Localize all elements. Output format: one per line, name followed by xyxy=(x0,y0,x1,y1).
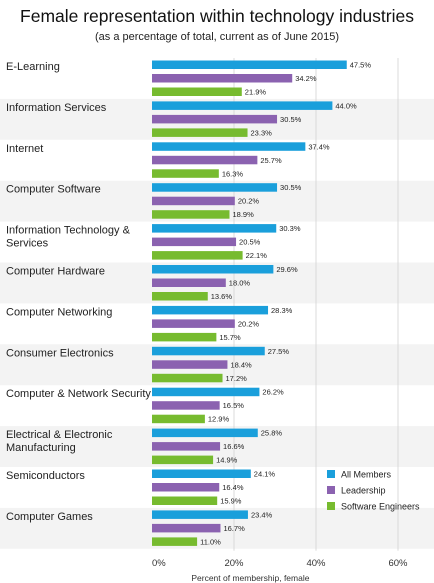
bar xyxy=(152,74,293,83)
bar xyxy=(152,305,269,315)
category-label: Computer & Network Security xyxy=(6,388,151,400)
data-label: 15.9% xyxy=(220,497,242,506)
bar xyxy=(152,251,243,260)
legend-swatch xyxy=(327,502,335,510)
category-label: Computer Hardware xyxy=(6,266,105,278)
bar xyxy=(152,346,265,356)
data-label: 23.3% xyxy=(251,128,273,137)
bar xyxy=(152,537,198,546)
bar xyxy=(152,414,205,424)
data-label: 23.4% xyxy=(251,510,273,519)
category-label: Electrical & Electronic Manufacturing xyxy=(6,429,113,454)
bar xyxy=(152,169,219,178)
x-tick-label: 20% xyxy=(224,558,244,569)
data-label: 47.5% xyxy=(350,61,372,70)
data-label: 44.0% xyxy=(335,101,357,110)
bar xyxy=(152,496,218,505)
data-label: 30.5% xyxy=(280,115,302,124)
bar xyxy=(152,483,220,492)
data-label: 27.5% xyxy=(268,347,290,356)
data-label: 18.0% xyxy=(229,279,251,288)
x-tick-label: 0% xyxy=(152,558,166,569)
data-label: 14.9% xyxy=(216,456,238,465)
data-label: 34.2% xyxy=(295,74,317,83)
data-label: 29.6% xyxy=(276,265,298,274)
bar xyxy=(152,292,208,301)
bar xyxy=(152,373,223,383)
data-label: 20.2% xyxy=(238,319,260,328)
data-label: 16.5% xyxy=(223,401,245,410)
data-label: 25.7% xyxy=(260,156,282,165)
data-label: 20.2% xyxy=(238,197,260,206)
data-label: 16.7% xyxy=(223,524,245,533)
legend-swatch xyxy=(327,470,335,478)
category-label: Information Technology & Services xyxy=(6,225,131,250)
bar xyxy=(152,237,237,247)
chart-title: Female representation within technology … xyxy=(20,6,414,26)
bar xyxy=(152,278,226,287)
bar xyxy=(152,128,248,137)
category-label: Computer Games xyxy=(6,511,93,523)
bar xyxy=(152,469,251,478)
data-label: 25.8% xyxy=(261,429,283,438)
bar xyxy=(152,155,258,165)
data-label: 13.6% xyxy=(211,292,233,301)
data-label: 18.4% xyxy=(230,360,252,369)
bar xyxy=(152,101,333,110)
bar xyxy=(152,523,221,533)
bar xyxy=(152,210,230,219)
data-label: 18.9% xyxy=(232,210,254,219)
category-label: Computer Networking xyxy=(6,306,112,318)
bar xyxy=(152,60,347,69)
legend-label: Software Engineers xyxy=(341,502,420,512)
data-label: 30.5% xyxy=(280,183,302,192)
category-label: Computer Software xyxy=(6,184,101,196)
bar xyxy=(152,455,214,465)
x-tick-label: 60% xyxy=(388,558,408,569)
data-label: 20.5% xyxy=(239,238,261,247)
legend-label: All Members xyxy=(341,470,392,480)
bar xyxy=(152,442,221,451)
bar xyxy=(152,319,235,328)
data-label: 22.1% xyxy=(246,251,268,260)
data-label: 30.3% xyxy=(279,224,301,233)
bar xyxy=(152,332,217,342)
data-label: 26.2% xyxy=(262,388,284,397)
bar xyxy=(152,196,235,206)
data-label: 28.3% xyxy=(271,306,293,315)
data-label: 16.4% xyxy=(222,483,244,492)
bar xyxy=(152,183,278,192)
bar xyxy=(152,428,258,438)
data-label: 17.2% xyxy=(226,374,248,383)
category-label: Internet xyxy=(6,143,43,155)
x-axis-label: Percent of membership, female xyxy=(191,573,309,583)
chart-subtitle: (as a percentage of total, current as of… xyxy=(95,31,339,43)
data-label: 16.3% xyxy=(222,169,244,178)
data-label: 24.1% xyxy=(254,470,276,479)
bar xyxy=(152,224,277,233)
data-label: 12.9% xyxy=(208,415,230,424)
data-label: 16.6% xyxy=(223,442,245,451)
data-label: 11.0% xyxy=(200,537,221,546)
legend-label: Leadership xyxy=(341,486,386,496)
x-tick-label: 40% xyxy=(306,558,326,569)
bar xyxy=(152,510,248,519)
category-label: E-Learning xyxy=(6,61,60,73)
data-label: 37.4% xyxy=(308,142,330,151)
category-label: Consumer Electronics xyxy=(6,347,114,359)
data-label: 15.7% xyxy=(219,333,241,342)
bar xyxy=(152,114,278,124)
bar xyxy=(152,87,242,96)
bar xyxy=(152,265,274,274)
bar xyxy=(152,360,228,369)
category-label: Semiconductors xyxy=(6,470,85,482)
category-label: Information Services xyxy=(6,102,107,114)
legend-swatch xyxy=(327,486,335,494)
data-label: 21.9% xyxy=(245,88,267,97)
bar xyxy=(152,142,306,151)
bar xyxy=(152,387,260,397)
bar xyxy=(152,401,220,410)
